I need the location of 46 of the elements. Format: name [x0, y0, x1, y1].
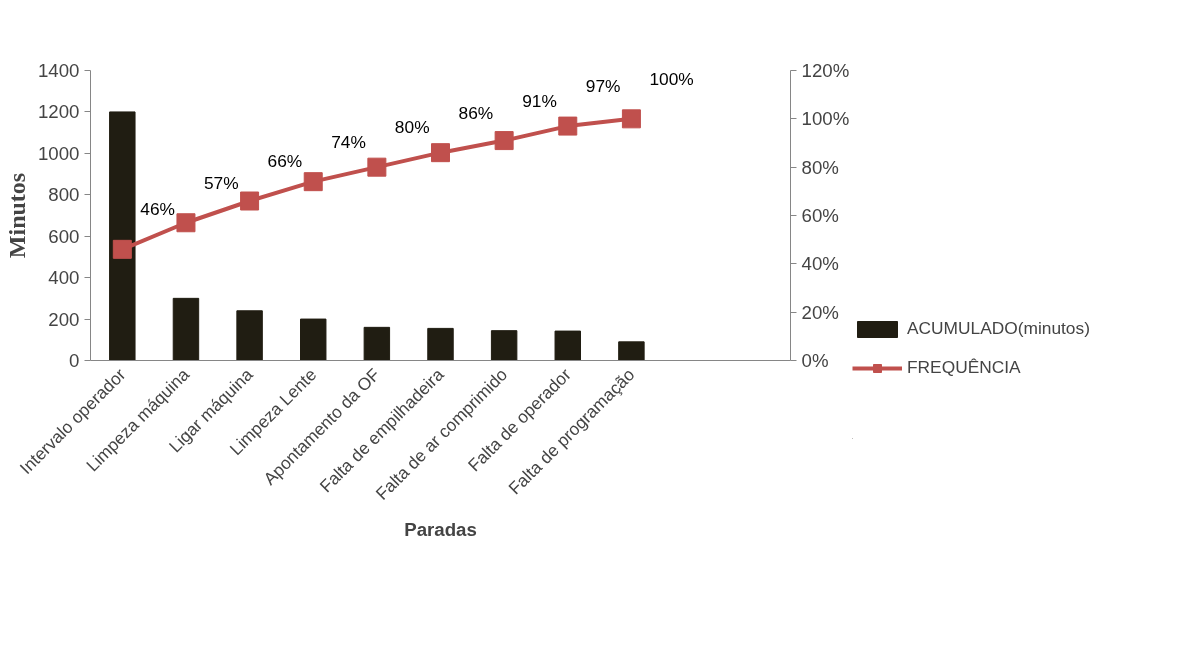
point	[240, 191, 260, 211]
y-tick-label: 600	[48, 225, 80, 247]
bar	[300, 318, 327, 361]
data-label: 74%	[331, 131, 366, 152]
y2-tick-label: 40%	[801, 253, 839, 275]
data-label: 66%	[267, 151, 303, 171]
bar	[554, 330, 581, 361]
data-label: 80%	[394, 117, 430, 138]
bar	[490, 330, 518, 361]
bar	[172, 297, 200, 361]
y-tick-label: 1200	[38, 101, 80, 123]
point	[494, 131, 514, 151]
point	[367, 157, 387, 177]
bar	[109, 111, 136, 361]
y-tick-label: 800	[48, 184, 80, 206]
bar	[618, 341, 645, 361]
point	[621, 109, 641, 129]
y2-tick-label: 80%	[801, 156, 839, 178]
y2-tick-label: 100%	[801, 108, 850, 130]
data-label: 86%	[458, 102, 494, 123]
bar	[427, 327, 454, 361]
point	[176, 213, 196, 233]
x-axis-title: Paradas	[404, 518, 477, 540]
point	[303, 172, 323, 192]
data-label: 97%	[585, 76, 621, 97]
y2-tick-label: 60%	[801, 205, 839, 226]
data-label: 91%	[522, 90, 557, 111]
legend-label: FREQUÊNCIA	[907, 357, 1021, 378]
point	[431, 143, 450, 163]
point	[112, 239, 132, 259]
point	[558, 116, 578, 136]
y2-tick-label: 20%	[801, 301, 839, 323]
bar	[363, 326, 391, 361]
y2-tick-label: 0%	[801, 350, 829, 371]
y-tick-label: 400	[48, 267, 80, 289]
legend-label: ACUMULADO(minutos)	[907, 318, 1090, 339]
data-label: 100%	[649, 68, 694, 89]
bar	[236, 310, 263, 361]
y-tick-label: 200	[48, 308, 80, 330]
y2-tick-label: 120%	[801, 60, 850, 81]
y-axis-title: Minutos	[4, 172, 30, 259]
y-tick-label: 1000	[38, 142, 80, 164]
y-tick-label: 1400	[38, 60, 80, 81]
y-tick-label: 0	[69, 350, 80, 371]
data-label: 57%	[203, 172, 239, 193]
data-label: 46%	[140, 199, 176, 220]
